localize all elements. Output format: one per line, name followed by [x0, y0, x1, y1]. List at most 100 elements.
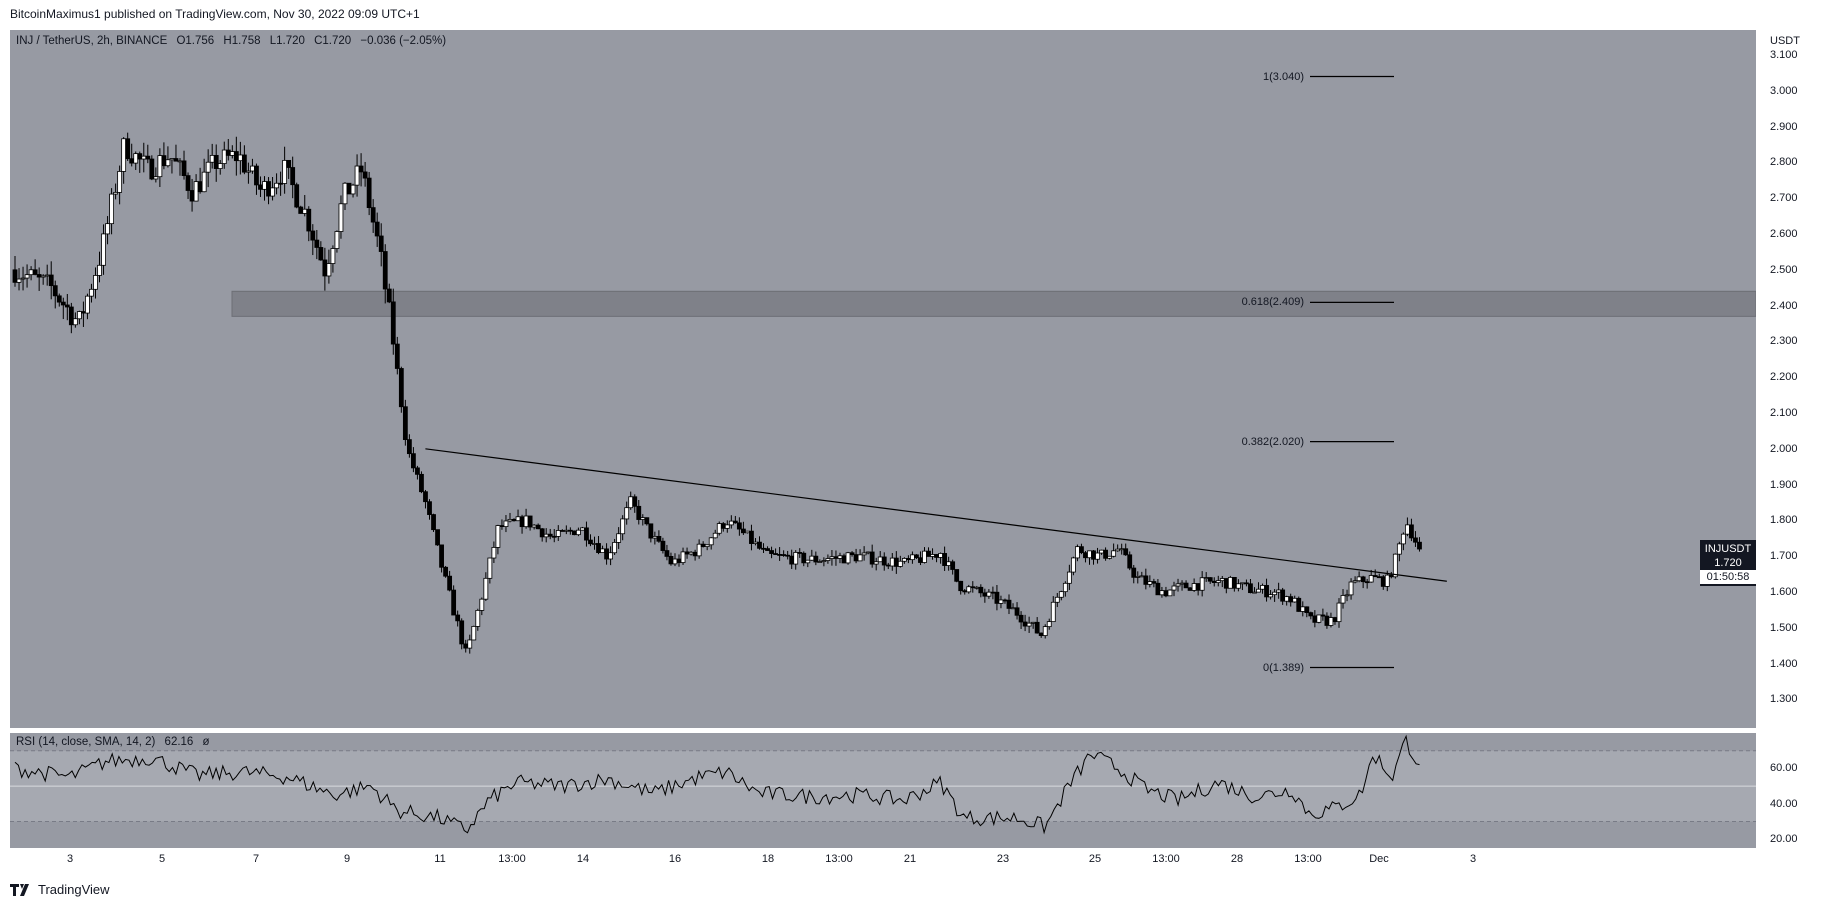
candle-body [1284, 596, 1290, 602]
candle-body [16, 278, 22, 283]
candle-body [833, 556, 839, 559]
price-axis-tick: 1.900 [1770, 478, 1798, 491]
candle-body [1139, 575, 1145, 578]
last-price-tag: INJUSDT 1.720 01:50:58 [1700, 540, 1756, 587]
candle-body [684, 551, 690, 555]
candle-body [1235, 583, 1241, 589]
candle-body [137, 153, 143, 160]
candle-body [712, 532, 718, 539]
price-axis-tick: 1.700 [1770, 550, 1798, 563]
candle-body [1155, 582, 1161, 596]
candle-body [173, 158, 179, 162]
candle-body [133, 153, 139, 164]
candle-body [1304, 606, 1310, 614]
candle-body [1111, 550, 1117, 557]
candle-body [592, 543, 597, 545]
candle-body [950, 561, 956, 570]
candle-body [1191, 583, 1197, 591]
price-axis-tick: 2.800 [1770, 156, 1798, 169]
candle-body [382, 251, 388, 290]
rsi-label: RSI (14, close, SMA, 14, 2) [16, 736, 156, 748]
time-axis-tick: 21 [903, 853, 917, 865]
fib-level-label: 1(3.040) [1263, 70, 1304, 83]
candle-body [153, 176, 159, 180]
candle-body [1030, 621, 1036, 624]
candle-body [926, 550, 931, 557]
legend-close: C1.720 [314, 35, 352, 47]
candle-body [28, 269, 34, 276]
candle-body [1240, 582, 1245, 585]
candle-body [310, 230, 316, 241]
candle-body [644, 517, 650, 525]
fib-level-label: 0.382(2.020) [1241, 435, 1304, 448]
candle-body [761, 547, 766, 550]
candle-body [1380, 576, 1386, 587]
rsi-axis-tick: 60.00 [1770, 762, 1798, 775]
candle-body [56, 295, 62, 303]
candle-body [829, 556, 835, 559]
candle-body [757, 541, 762, 549]
rsi-panel[interactable]: RSI (14, close, SMA, 14, 2) 62.16 ø [10, 733, 1756, 848]
candle-body [125, 138, 131, 160]
candle-body [676, 558, 682, 563]
candle-body [596, 543, 601, 553]
candle-body [145, 155, 151, 160]
candle-body [1070, 557, 1076, 573]
candle-body [1022, 621, 1028, 627]
candle-body [1256, 588, 1261, 593]
candle-body [423, 491, 428, 503]
candle-body [503, 520, 509, 528]
candle-body [1079, 546, 1084, 554]
resistance-zone [231, 290, 1756, 317]
candle-body [185, 175, 191, 191]
candle-body [1356, 576, 1362, 582]
candle-body [1127, 554, 1133, 569]
candle-body [1384, 574, 1390, 587]
candle-body [773, 553, 778, 555]
price-axis[interactable]: USDT 3.100 3.000 2.900 2.800 2.700 2.600 2.500… [1756, 30, 1834, 848]
footer-brand: TradingView [38, 882, 110, 897]
candle-body [732, 520, 738, 524]
candle-body [1368, 575, 1374, 583]
time-axis-tick: 16 [668, 853, 682, 865]
candle-body [181, 160, 187, 176]
candle-body [1223, 578, 1229, 589]
time-axis[interactable]: 3 5 7 9 11 13:00 14 16 18 13:00 21 23 25 13:00 28 13:00… [10, 848, 1756, 872]
candle-body [350, 184, 356, 195]
candle-body [990, 591, 996, 594]
candle-body [1103, 549, 1108, 559]
publisher-line: BitcoinMaximus1 published on TradingView… [10, 7, 420, 21]
time-axis-tick: 13:00 [1152, 853, 1180, 865]
candle-body [64, 304, 70, 308]
candle-body [1409, 524, 1414, 539]
candle-body [129, 158, 135, 164]
candle-body [1143, 575, 1149, 585]
candle-body [1163, 590, 1169, 597]
candle-body [1219, 578, 1225, 582]
candle-body [918, 557, 923, 563]
candle-body [1183, 582, 1189, 589]
candle-body [1010, 607, 1016, 610]
symbol-legend: INJ / TetherUS, 2h, BINANCE O1.756 H1.75… [16, 35, 446, 47]
candle-body [1018, 614, 1024, 623]
candle-body [447, 575, 453, 591]
legend-change: −0.036 (−2.05%) [360, 35, 447, 47]
candle-body [262, 181, 267, 190]
candle-body [358, 165, 364, 173]
candle-body [109, 193, 114, 225]
candle-body [20, 277, 26, 280]
candle-body [217, 163, 223, 169]
candle-body [241, 154, 247, 173]
candle-body [708, 537, 714, 546]
candle-body [85, 295, 90, 314]
candle-body [753, 541, 758, 544]
candle-body [688, 551, 694, 555]
candle-body [877, 556, 883, 563]
price-chart-panel[interactable]: INJ / TetherUS, 2h, BINANCE O1.756 H1.75… [10, 30, 1756, 728]
candle-body [451, 589, 457, 616]
axis-unit: USDT [1770, 35, 1800, 47]
candle-body [1372, 575, 1378, 578]
rsi-chart [10, 734, 1756, 835]
candle-body [736, 522, 742, 530]
time-axis-tick: 7 [252, 853, 260, 865]
